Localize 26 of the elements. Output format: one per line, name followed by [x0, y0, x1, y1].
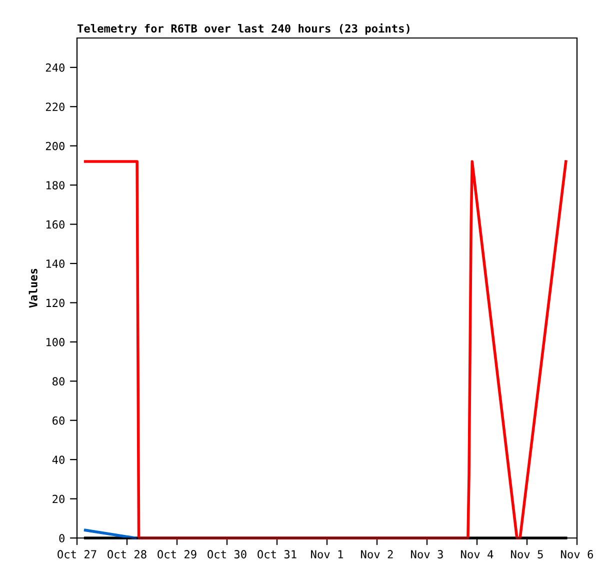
y-tick-label: 140: [46, 259, 64, 268]
y-tick-label: 160: [46, 220, 64, 229]
y-axis-title: Values: [28, 268, 38, 308]
y-tick-label: 100: [46, 338, 64, 346]
y-tick-label: 220: [46, 102, 64, 112]
x-tick-label: Oct 30: [208, 550, 246, 558]
y-tick-label: 120: [46, 298, 64, 308]
chart-title: Telemetry for R6TB over last 240 hours (23 points): [77, 23, 410, 35]
x-tick-label: Nov 4: [461, 550, 494, 558]
x-tick-label: Oct 27: [58, 550, 96, 558]
x-tick-label: Nov 6: [561, 550, 594, 558]
x-tick-label: Nov 5: [511, 550, 543, 558]
y-tick-label: 200: [46, 142, 64, 150]
y-tick-label: 40: [52, 456, 64, 464]
x-tick-label: Oct 29: [158, 550, 196, 558]
x-tick-label: Nov 2: [361, 550, 393, 558]
y-tick-label: 20: [52, 494, 64, 504]
y-tick-label: 60: [52, 416, 64, 425]
y-tick-label: 80: [52, 377, 64, 386]
x-tick-label: Nov 1: [311, 550, 343, 558]
y-tick-label: 240: [46, 63, 64, 72]
x-tick-label: Nov 3: [411, 550, 443, 558]
y-tick-label: 180: [46, 181, 64, 190]
y-tick-label: 0: [59, 534, 64, 542]
x-tick-label: Oct 28: [108, 550, 146, 558]
x-tick-label: Oct 31: [258, 550, 296, 558]
